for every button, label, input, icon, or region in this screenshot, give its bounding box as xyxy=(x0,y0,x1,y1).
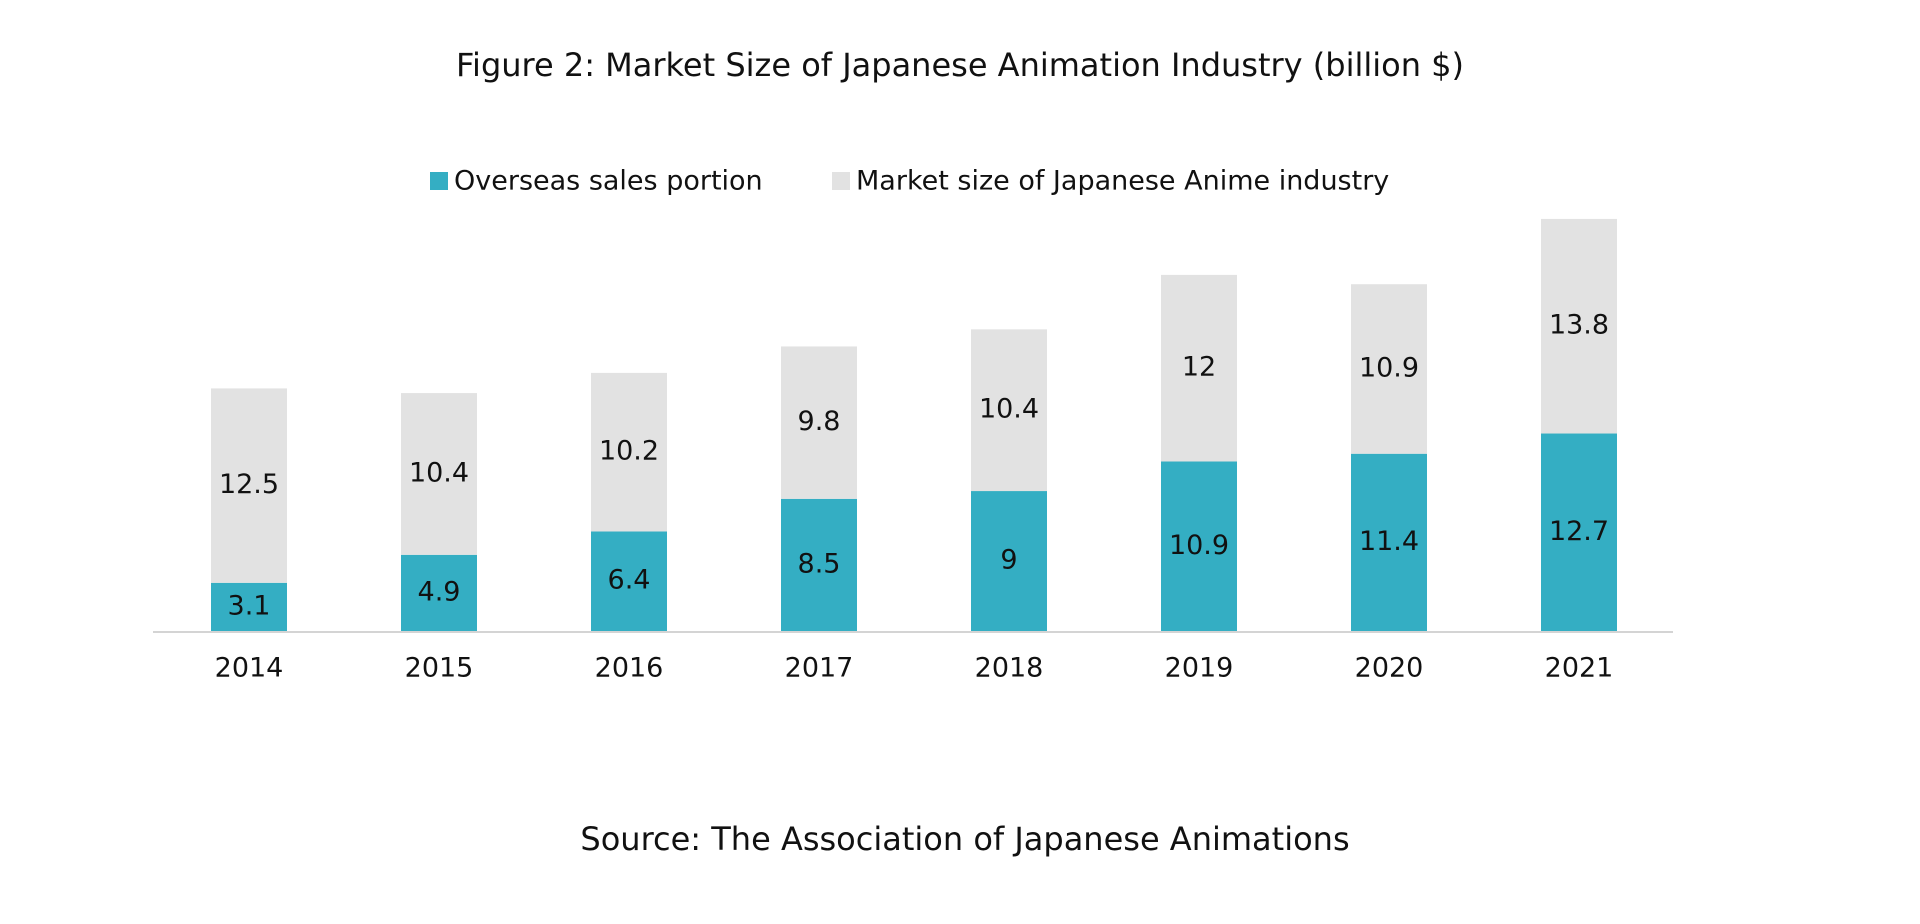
bar-segment xyxy=(781,498,857,631)
value-label: 12.5 xyxy=(219,469,279,500)
bar-segment xyxy=(1541,433,1617,631)
value-label: 4.9 xyxy=(418,576,461,607)
value-label: 6.4 xyxy=(608,565,651,596)
x-tick-label: 2015 xyxy=(405,653,474,684)
bar-segment xyxy=(1161,274,1237,462)
value-label: 10.2 xyxy=(599,436,659,467)
source: Source: The Association of Japanese Anim… xyxy=(580,820,1349,858)
bar-segment xyxy=(211,582,287,631)
value-label: 10.4 xyxy=(409,457,469,488)
value-label: 8.5 xyxy=(798,548,841,579)
legend-label: Overseas sales portion xyxy=(454,166,763,197)
bar-segment xyxy=(1161,461,1237,631)
value-label: 13.8 xyxy=(1549,310,1609,341)
value-label: 9 xyxy=(1000,545,1017,576)
bar-segment xyxy=(1541,218,1617,434)
value-label: 3.1 xyxy=(228,590,271,621)
value-label: 12 xyxy=(1182,352,1216,383)
legend-swatch xyxy=(832,172,850,190)
x-tick-label: 2017 xyxy=(785,653,854,684)
x-tick-label: 2014 xyxy=(215,653,284,684)
legend-swatch xyxy=(430,172,448,190)
value-label: 10.4 xyxy=(979,394,1039,425)
chart-title: Figure 2: Market Size of Japanese Animat… xyxy=(456,46,1464,84)
legend-label: Market size of Japanese Anime industry xyxy=(856,166,1389,197)
value-label: 12.7 xyxy=(1549,516,1609,547)
x-tick-label: 2018 xyxy=(975,653,1044,684)
bar-segment xyxy=(591,531,667,631)
bar-segment xyxy=(971,491,1047,631)
bar-segment xyxy=(971,329,1047,492)
x-tick-label: 2016 xyxy=(595,653,664,684)
value-label: 11.4 xyxy=(1359,526,1419,557)
value-label: 10.9 xyxy=(1169,530,1229,561)
x-tick-label: 2021 xyxy=(1545,653,1614,684)
bar-segment xyxy=(781,346,857,499)
value-label: 10.9 xyxy=(1359,352,1419,383)
bar-segment xyxy=(401,393,477,555)
bar-segment xyxy=(1351,453,1427,631)
x-tick-label: 2019 xyxy=(1165,653,1234,684)
bar-segment xyxy=(591,372,667,532)
value-label: 9.8 xyxy=(798,406,841,437)
bar-segment xyxy=(1351,284,1427,454)
bar-segment xyxy=(401,554,477,631)
x-tick-label: 2020 xyxy=(1355,653,1424,684)
bar-segment xyxy=(211,388,287,583)
